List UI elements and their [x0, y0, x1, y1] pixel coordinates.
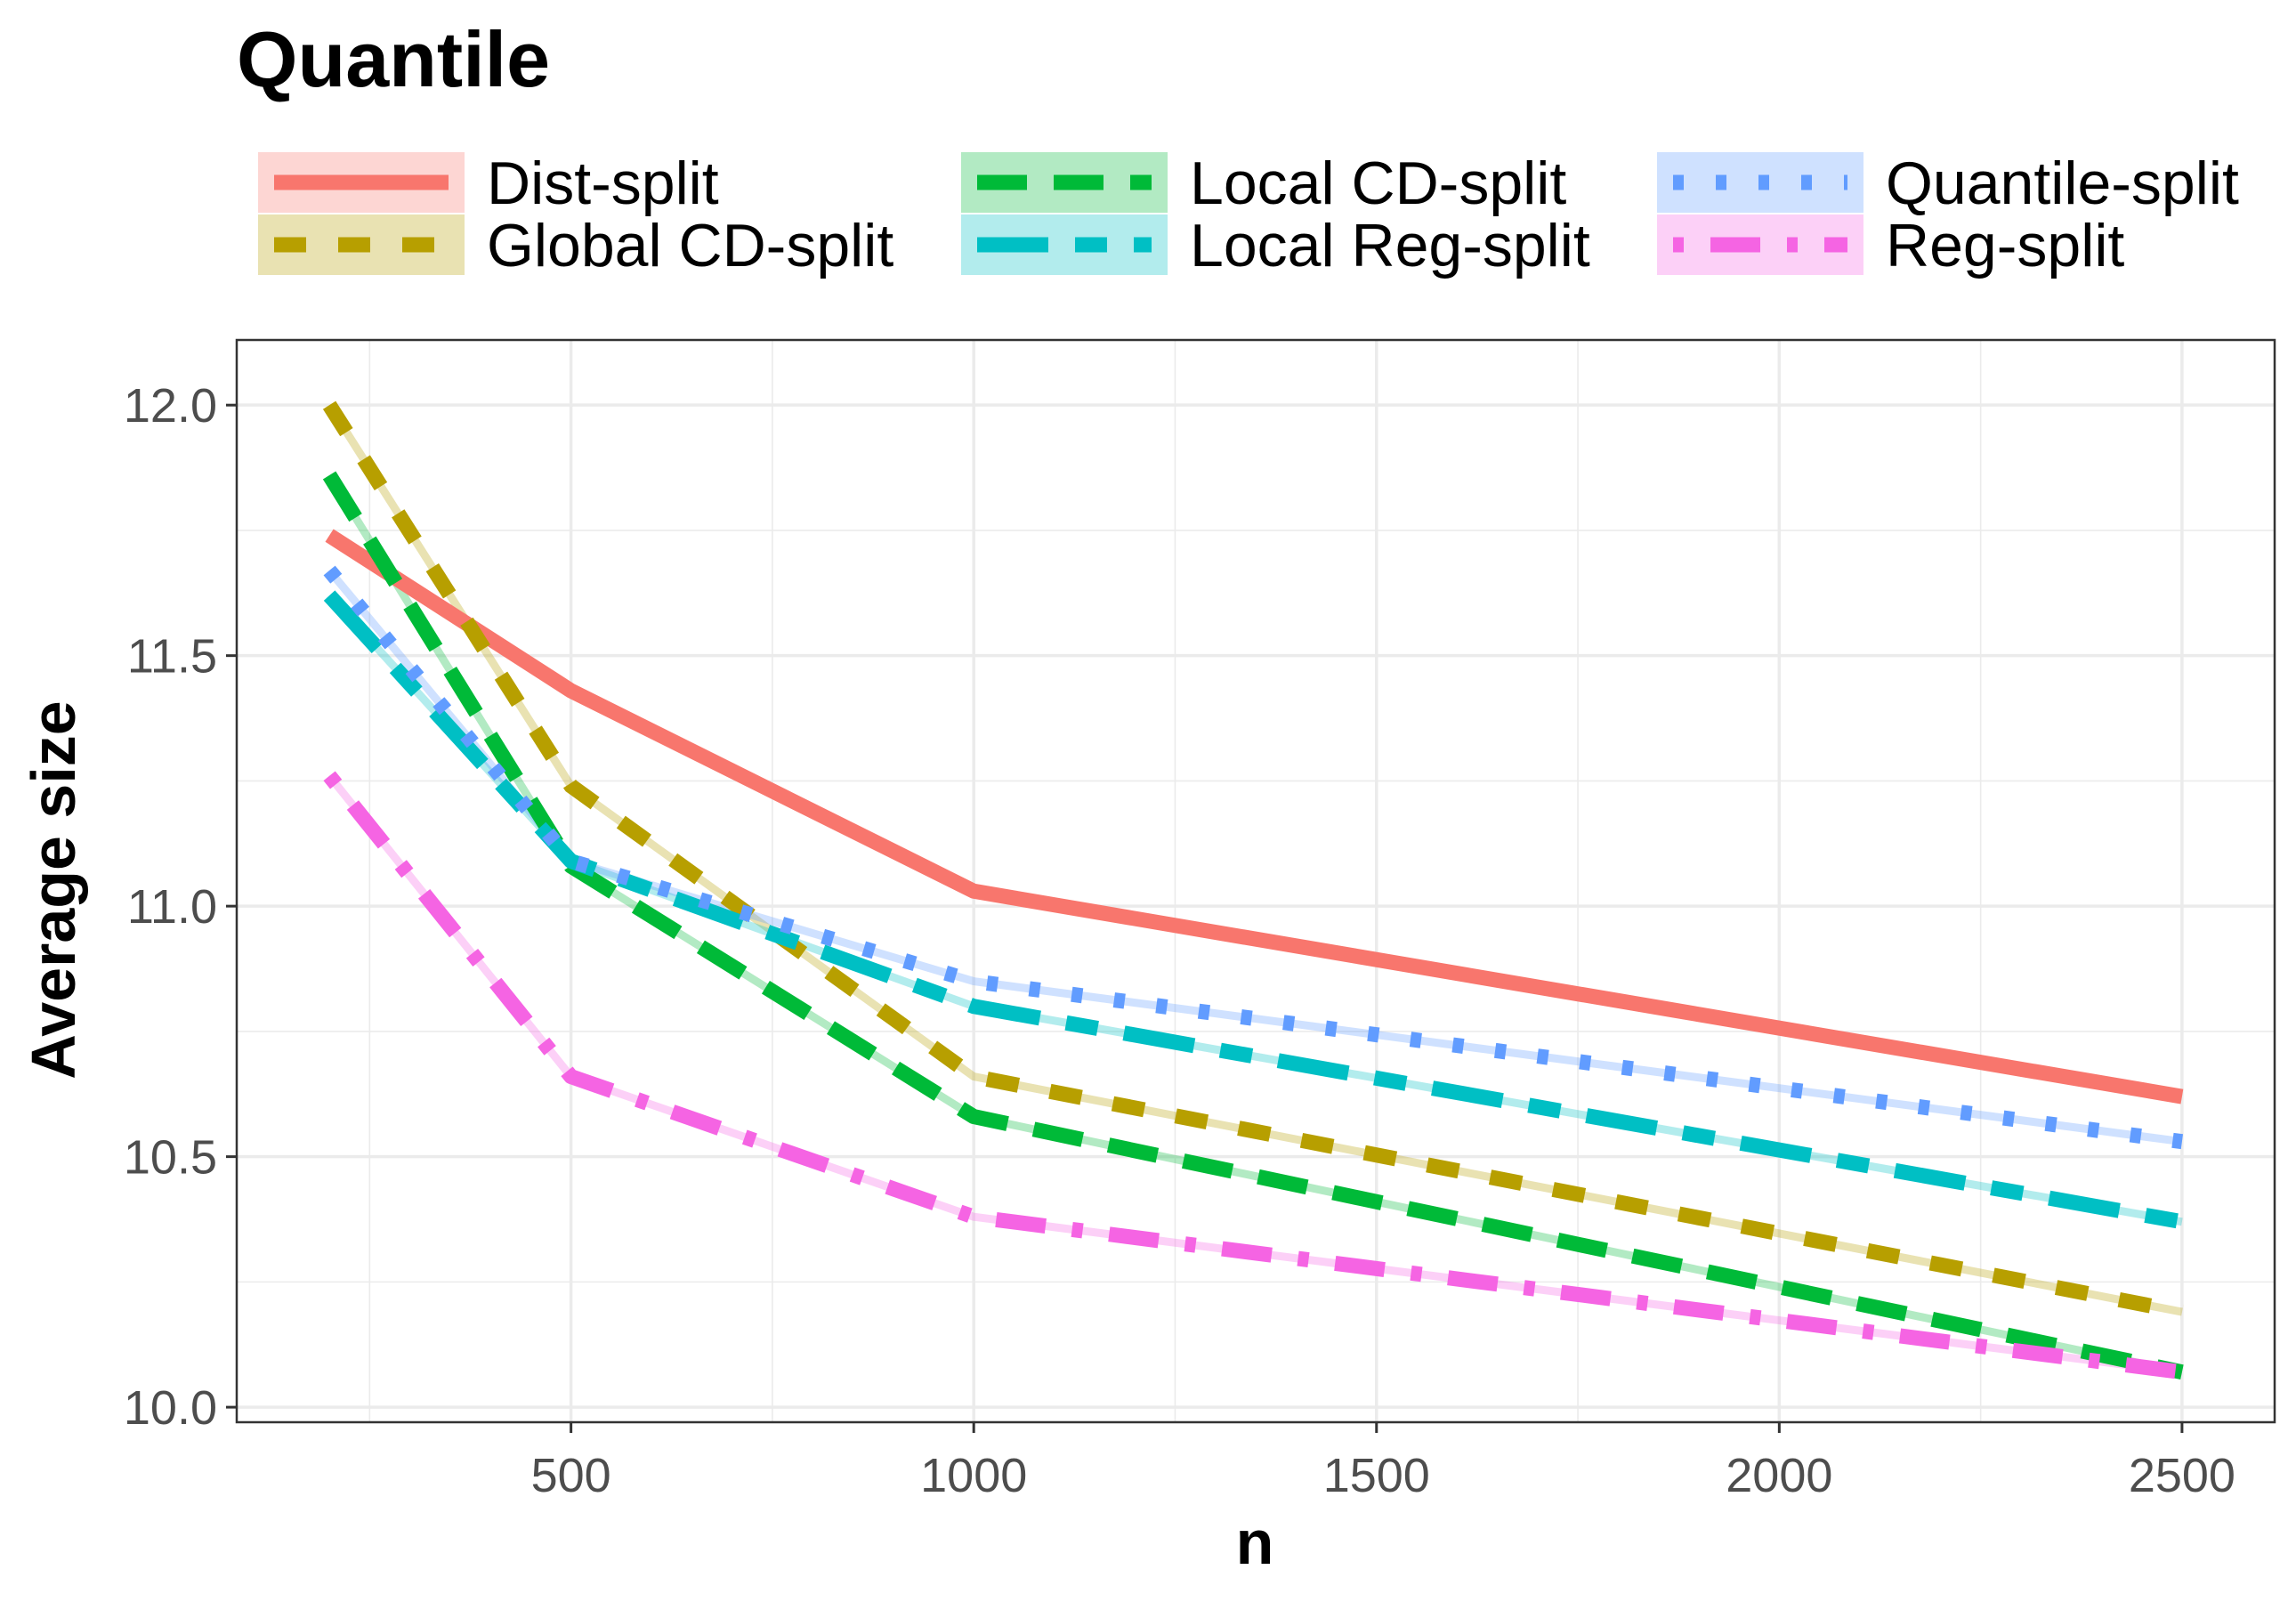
series-line-0 [325, 529, 2184, 1104]
y-axis-title: Average size [19, 700, 88, 1079]
panel-background [237, 340, 2275, 1422]
x-tick-label: 2000 [1726, 1449, 1832, 1502]
x-axis-title: n [1236, 1508, 1274, 1577]
chart-title: Quantile [237, 15, 550, 103]
y-tick-label: 11.0 [127, 880, 217, 934]
plot-panel [235, 338, 2276, 1424]
legend-label: Local Reg-split [1190, 212, 1590, 279]
series-line-1 [322, 400, 2184, 1320]
legend-label: Global CD-split [487, 212, 893, 279]
y-tick-label: 12.0 [124, 379, 217, 433]
x-tick-label: 1000 [920, 1449, 1027, 1502]
x-tick-label: 1500 [1323, 1449, 1430, 1502]
y-tick-label: 10.5 [124, 1131, 217, 1185]
x-axis: 500 1000 1500 2000 2500 [531, 1422, 2235, 1502]
legend-label: Quantile-split [1886, 150, 2239, 217]
series-band-4 [326, 568, 2183, 1146]
legend-label: Dist-split [487, 150, 719, 217]
series-line-2 [322, 471, 2184, 1380]
y-tick-label: 11.5 [127, 630, 217, 684]
series-line-3 [323, 590, 2184, 1230]
panel-border [235, 338, 2276, 1424]
x-tick-label: 500 [531, 1449, 611, 1502]
x-tick-label: 2500 [2129, 1449, 2235, 1502]
series-line-5 [323, 771, 2183, 1380]
y-axis: 10.0 10.5 11.0 11.5 12.0 [124, 379, 237, 1435]
y-tick-label: 10.0 [124, 1381, 217, 1435]
legend-label: Reg-split [1886, 212, 2124, 279]
legend-label: Local CD-split [1190, 150, 1566, 217]
